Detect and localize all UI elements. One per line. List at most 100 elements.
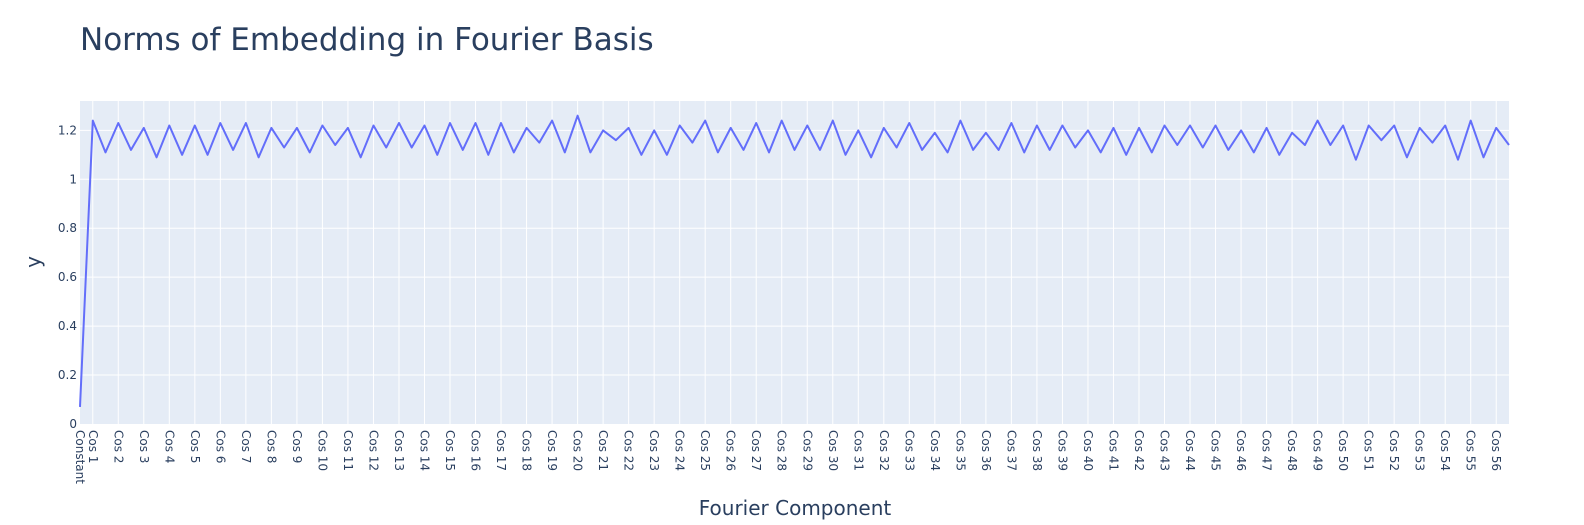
data-point	[1368, 125, 1370, 127]
x-tick-label: Cos 10	[315, 430, 329, 471]
x-tick-label: Cos 38	[1030, 430, 1044, 471]
grid-lines	[80, 101, 1509, 424]
data-point	[806, 125, 808, 127]
x-tick-label: Cos 48	[1285, 430, 1299, 471]
data-point	[704, 120, 706, 122]
data-point	[398, 122, 400, 124]
x-tick-label: Cos 53	[1413, 430, 1427, 471]
data-point	[1457, 159, 1459, 161]
data-point	[640, 154, 642, 156]
x-tick-label: Cos 9	[290, 430, 304, 463]
x-tick-label: Cos 40	[1081, 430, 1095, 471]
data-point	[768, 151, 770, 153]
y-tick-label: 0	[69, 417, 77, 431]
data-point	[1393, 125, 1395, 127]
data-point	[998, 149, 1000, 151]
y-tick-label: 0.4	[58, 319, 77, 333]
x-tick-label: Cos 1	[86, 430, 100, 463]
data-point	[857, 129, 859, 131]
x-tick-label: Cos 25	[698, 430, 712, 471]
data-point	[219, 122, 221, 124]
data-point	[1202, 147, 1204, 149]
data-point	[1483, 156, 1485, 158]
series-line	[79, 114, 1510, 407]
data-point	[194, 125, 196, 127]
data-point	[921, 149, 923, 151]
x-tick-label: Cos 8	[264, 430, 278, 463]
data-point	[1240, 129, 1242, 131]
chart-title: Norms of Embedding in Fourier Basis	[80, 22, 654, 58]
y-tick-label: 1.2	[58, 123, 77, 137]
data-point	[436, 154, 438, 156]
data-point	[1176, 144, 1178, 146]
x-tick-label: Cos 20	[571, 430, 585, 471]
x-tick-label: Cos 41	[1106, 430, 1120, 471]
x-tick-label: Cos 19	[545, 430, 559, 471]
x-tick-label: Cos 45	[1209, 430, 1223, 471]
x-tick-label: Cos 54	[1438, 430, 1452, 471]
data-point	[564, 151, 566, 153]
data-point	[411, 147, 413, 149]
data-point	[691, 142, 693, 144]
y-tick-label: 0.6	[58, 270, 77, 284]
x-tick-label: Cos 2	[111, 430, 125, 463]
data-point	[794, 149, 796, 151]
data-point	[117, 122, 119, 124]
x-tick-label: Cos 26	[724, 430, 738, 471]
x-tick-label: Cos 23	[647, 430, 661, 471]
data-point	[781, 120, 783, 122]
data-point	[870, 156, 872, 158]
x-tick-label: Cos 36	[979, 430, 993, 471]
x-tick-label: Cos 51	[1362, 430, 1376, 471]
data-point	[1049, 149, 1051, 151]
data-point	[258, 156, 260, 158]
data-point	[1036, 125, 1038, 127]
x-tick-label: Cos 33	[902, 430, 916, 471]
data-point	[666, 154, 668, 156]
x-tick-label: Cos 18	[520, 430, 534, 471]
data-point	[972, 149, 974, 151]
x-tick-label: Cos 50	[1336, 430, 1350, 471]
x-tick-label: Cos 4	[162, 430, 176, 463]
x-tick-label: Cos 47	[1260, 430, 1274, 471]
data-point	[551, 120, 553, 122]
data-point	[1444, 125, 1446, 127]
data-point	[615, 139, 617, 141]
x-tick-label: Cos 37	[1004, 430, 1018, 471]
data-point	[334, 144, 336, 146]
x-axis-title: Fourier Component	[699, 496, 892, 520]
data-point	[424, 125, 426, 127]
y-tick-label: 0.2	[58, 368, 77, 382]
data-point	[143, 127, 145, 129]
y-axis-title: y	[21, 256, 45, 268]
data-point	[156, 156, 158, 158]
plot-area	[80, 101, 1509, 424]
data-point	[309, 151, 311, 153]
data-point	[1304, 144, 1306, 146]
data-point	[1253, 151, 1255, 153]
data-point	[1227, 149, 1229, 151]
data-point	[1431, 142, 1433, 144]
data-point	[1074, 147, 1076, 149]
x-tick-label: Cos 32	[877, 430, 891, 471]
data-point	[475, 122, 477, 124]
data-point	[207, 154, 209, 156]
data-point	[1317, 120, 1319, 122]
data-point	[883, 127, 885, 129]
data-point	[1291, 132, 1293, 134]
data-point	[1266, 127, 1268, 129]
data-point	[602, 129, 604, 131]
data-point	[1406, 156, 1408, 158]
x-tick-label: Cos 15	[443, 430, 457, 471]
data-point	[232, 149, 234, 151]
data-point	[347, 127, 349, 129]
data-point	[1164, 125, 1166, 127]
x-tick-label: Cos 21	[596, 430, 610, 471]
x-tick-label: Cos 44	[1183, 430, 1197, 471]
data-point	[1342, 125, 1344, 127]
x-tick-label: Cos 17	[494, 430, 508, 471]
data-point	[1495, 127, 1497, 129]
data-point	[513, 151, 515, 153]
